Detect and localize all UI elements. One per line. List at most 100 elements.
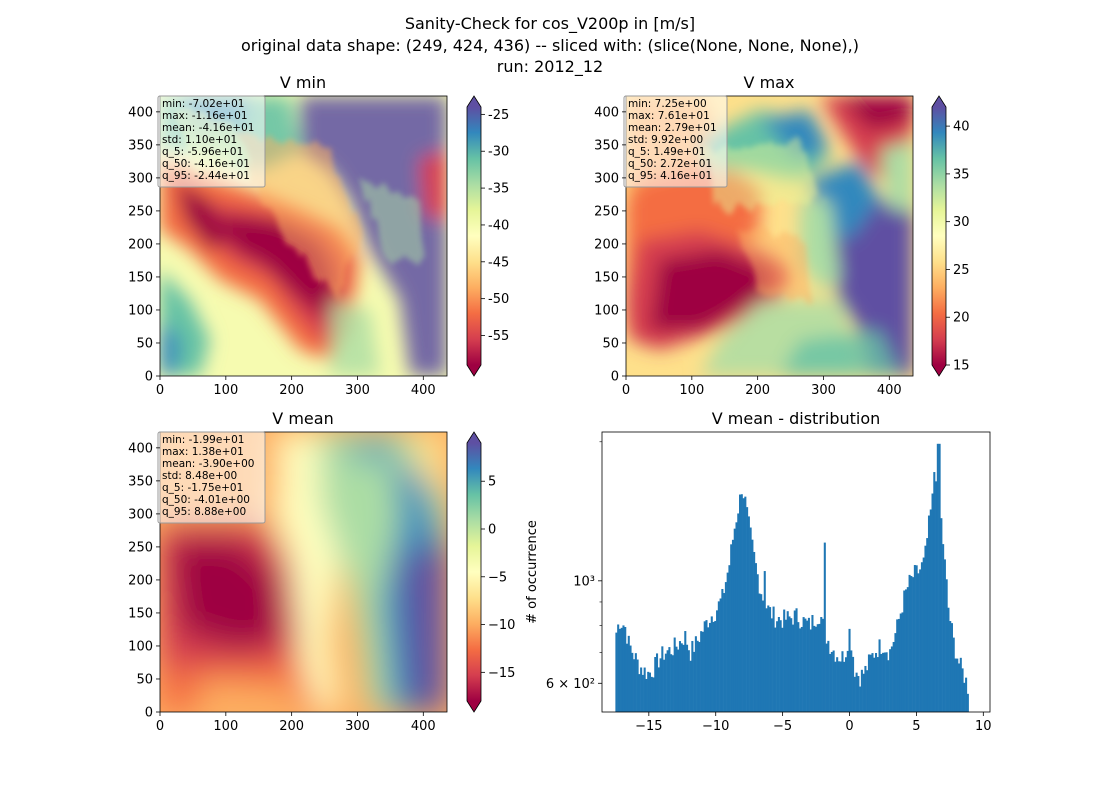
histogram-bar <box>889 649 892 712</box>
histogram-bar <box>686 644 689 712</box>
histogram-bar <box>871 653 874 712</box>
histogram-bar <box>814 626 818 712</box>
histogram-bar <box>747 516 750 712</box>
panel-v-min-title: V min <box>280 73 326 92</box>
stat-line: std: 1.10e+01 <box>162 134 237 146</box>
histogram-bar <box>786 611 789 712</box>
histogram-bar <box>673 637 676 712</box>
colorbar-tick-label: 30 <box>953 215 970 230</box>
histogram-bar <box>776 621 779 712</box>
y-tick-label: 0 <box>145 706 153 721</box>
x-tick-label: 100 <box>679 383 704 398</box>
histogram-bar <box>753 551 756 712</box>
x-tick-label: 300 <box>811 383 836 398</box>
histogram-bar <box>634 653 637 712</box>
histogram-bar <box>687 650 690 712</box>
y-tick-label: 50 <box>136 672 153 687</box>
histogram-bar <box>784 619 787 712</box>
histogram-y-axis-label: # of occurrence <box>525 520 540 624</box>
histogram-bar <box>698 642 701 712</box>
stat-line: q_95: -2.44e+01 <box>162 170 250 182</box>
histogram-bar <box>758 593 761 712</box>
histogram-bar <box>952 637 955 712</box>
histogram-bar <box>645 678 648 712</box>
histogram-bar <box>843 661 846 712</box>
histogram-bar <box>770 618 773 712</box>
histogram-bar <box>700 631 703 712</box>
histogram-bar <box>708 622 712 712</box>
histogram-bar <box>940 518 943 712</box>
figure-title-line-2: original data shape: (249, 424, 436) -- … <box>241 36 859 55</box>
histogram-bar <box>899 613 902 712</box>
histogram-bar <box>836 657 839 712</box>
colorbar-tick-label: -55 <box>488 329 509 344</box>
histogram-bar <box>641 674 644 712</box>
histogram-bar <box>945 579 948 712</box>
y-tick-label: 10³ <box>573 574 595 589</box>
histogram-bar <box>920 562 923 712</box>
histogram-bar <box>933 472 936 712</box>
histogram-bar <box>664 653 667 712</box>
y-tick-label: 150 <box>128 270 153 285</box>
histogram-bar <box>663 659 666 712</box>
x-tick-label: 400 <box>411 719 436 734</box>
histogram-bar <box>735 522 738 712</box>
histogram-bar <box>922 557 925 712</box>
histogram-bar <box>627 635 630 712</box>
histogram-bar <box>963 682 966 712</box>
stat-line: min: -7.02e+01 <box>162 98 244 110</box>
histogram-bar <box>696 640 699 712</box>
histogram-bar <box>777 616 780 712</box>
histogram-bar <box>756 574 759 712</box>
histogram-bar <box>761 600 765 712</box>
histogram-bar <box>850 650 853 712</box>
histogram-bar <box>917 573 920 712</box>
panel-v-min: V min <box>128 73 509 398</box>
histogram-bar <box>959 657 962 712</box>
histogram-bar <box>816 624 819 712</box>
stat-line: q_95: 8.88e+00 <box>162 506 246 518</box>
y-tick-label: 350 <box>128 138 153 153</box>
y-tick-label: 400 <box>128 441 153 456</box>
y-tick-label: 50 <box>602 336 619 351</box>
histogram-bar <box>841 651 844 712</box>
stat-line: mean: -4.16e+01 <box>162 122 254 134</box>
panel-distribution-title: V mean - distribution <box>712 409 881 428</box>
x-tick-label: 400 <box>411 383 436 398</box>
panel-v-max-colorbar: 40 35 30 25 20 15 <box>931 95 970 377</box>
panel-v-min-frame <box>159 95 448 377</box>
histogram-bar <box>956 658 959 712</box>
histogram-bar <box>654 657 657 712</box>
histogram-bar <box>633 659 636 712</box>
histogram-bar <box>694 636 697 712</box>
histogram-bar <box>813 625 816 712</box>
stat-line: std: 9.92e+00 <box>628 134 703 146</box>
panel-v-min-axes: 0 100 200 300 400 0 50 100 150 200 250 300 350 400 <box>128 105 436 398</box>
histogram-bar <box>622 625 625 712</box>
histogram-bar <box>657 667 660 712</box>
y-tick-label: 200 <box>128 237 153 252</box>
histogram-bar <box>795 608 798 712</box>
colorbar-tick-label: 20 <box>953 311 970 326</box>
histogram-bar <box>677 649 680 712</box>
histogram-bar <box>661 646 664 712</box>
histogram-bar <box>707 627 710 712</box>
histogram-bar <box>618 628 621 712</box>
histogram-bar <box>781 627 784 712</box>
histogram-bar <box>883 652 886 712</box>
histogram-bar <box>869 654 872 712</box>
histogram-bar <box>938 443 941 712</box>
histogram-bar <box>624 626 627 712</box>
histogram-bar <box>919 569 922 712</box>
colorbar-tick-label: 25 <box>953 263 970 278</box>
stat-line: mean: 2.79e+01 <box>628 122 717 134</box>
x-tick-label: 100 <box>213 383 238 398</box>
histogram-bar <box>862 673 865 712</box>
x-tick-label: 200 <box>279 719 304 734</box>
histogram-bar <box>965 677 968 712</box>
histogram-bar <box>885 652 888 712</box>
histogram-bar <box>670 654 673 712</box>
stat-line: q_5: -5.96e+01 <box>162 146 243 158</box>
histogram-bar <box>629 645 632 712</box>
histogram-bar <box>867 654 870 712</box>
